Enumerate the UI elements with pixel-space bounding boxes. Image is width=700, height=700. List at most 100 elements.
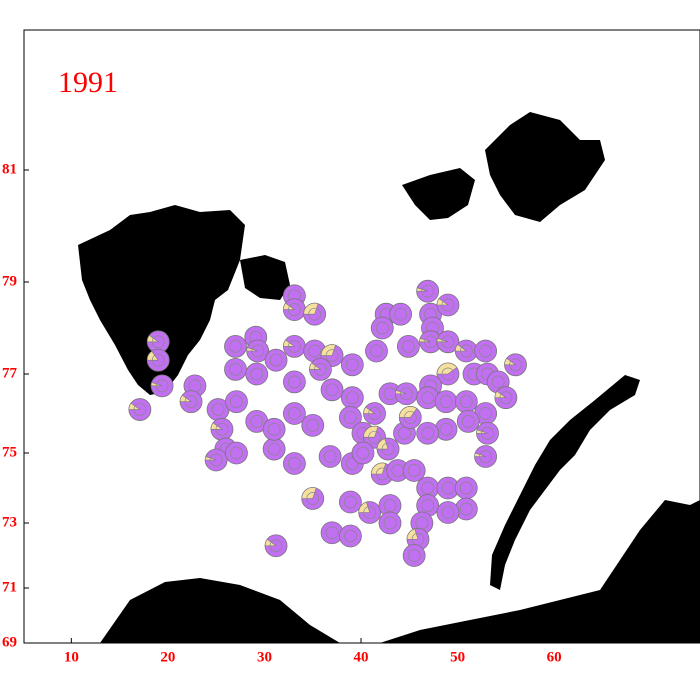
station-ring	[325, 526, 339, 540]
station	[282, 402, 306, 425]
station	[396, 334, 420, 358]
station-slice	[301, 487, 317, 499]
station	[454, 497, 478, 521]
station-slice	[283, 302, 296, 310]
x-tick-label: 30	[257, 649, 272, 665]
station-ring	[461, 415, 475, 428]
station	[494, 386, 518, 410]
station	[416, 279, 440, 303]
station-marker	[225, 441, 248, 465]
station-slice	[264, 538, 277, 547]
station-ring	[481, 426, 494, 440]
station-ring	[269, 353, 283, 367]
station	[454, 390, 478, 414]
station	[416, 421, 440, 445]
station-ring	[383, 499, 397, 512]
station-marker	[339, 490, 362, 514]
station	[389, 302, 413, 326]
station	[225, 390, 248, 414]
station-ring	[421, 499, 435, 512]
station	[474, 339, 498, 363]
station-marker	[340, 353, 364, 377]
station-marker	[474, 339, 498, 363]
mainland	[100, 578, 340, 643]
station-marker	[225, 390, 248, 414]
station-marker	[396, 334, 420, 358]
station-ring	[306, 419, 320, 432]
station	[476, 421, 499, 445]
y-tick-label: 81	[2, 161, 17, 177]
station	[376, 437, 400, 461]
station-ring	[421, 391, 435, 405]
novaya-zemlya	[490, 375, 640, 590]
station-ring	[394, 307, 407, 321]
station-slice	[363, 406, 376, 414]
station-ring	[133, 403, 147, 416]
station-marker	[378, 511, 402, 535]
station-ring	[325, 383, 339, 397]
station-ring	[441, 298, 455, 312]
station	[339, 406, 362, 429]
station	[378, 382, 402, 406]
station	[246, 339, 270, 363]
station-ring	[368, 407, 381, 420]
svalbard	[78, 205, 245, 395]
station-ring	[509, 358, 522, 372]
station	[225, 441, 248, 465]
station-slice	[303, 302, 319, 315]
station-ring	[314, 363, 327, 376]
station	[402, 544, 426, 567]
x-tick-label: 60	[547, 649, 562, 665]
station	[351, 441, 375, 465]
station-ring	[400, 387, 413, 401]
station	[320, 378, 344, 402]
station-ring	[407, 549, 421, 562]
station	[282, 298, 306, 322]
station-ring	[151, 335, 165, 349]
station	[436, 293, 460, 317]
station-marker	[301, 413, 325, 437]
station	[340, 353, 364, 377]
station-ring	[499, 391, 513, 405]
station-ring	[368, 430, 381, 444]
station-marker	[402, 459, 426, 482]
station	[365, 339, 388, 363]
station	[282, 452, 306, 475]
station-ring	[375, 321, 389, 335]
station-ring	[345, 391, 359, 405]
station-ring	[459, 344, 473, 358]
station-slice	[179, 394, 192, 402]
station	[128, 398, 152, 421]
station-marker	[262, 417, 286, 441]
station-marker	[318, 445, 342, 468]
station-ring	[288, 303, 301, 316]
station-slice	[454, 344, 468, 352]
station-ring	[344, 411, 357, 424]
x-tick-label: 50	[450, 649, 465, 665]
station	[301, 413, 325, 437]
station-ring	[344, 529, 357, 543]
station	[454, 339, 478, 363]
station	[436, 362, 460, 386]
franz-josef	[402, 168, 475, 220]
station	[282, 334, 306, 358]
station-ring	[403, 411, 417, 424]
station	[363, 402, 386, 425]
station-marker	[351, 441, 375, 465]
station-marker	[224, 334, 247, 358]
station-ring	[151, 353, 165, 367]
station-ring	[441, 367, 455, 381]
station	[224, 334, 247, 358]
station-ring	[356, 446, 370, 460]
station-ring	[479, 450, 492, 463]
station-marker	[282, 370, 306, 394]
station-ring	[441, 506, 455, 519]
station	[264, 534, 288, 558]
station-ring	[344, 495, 357, 509]
station-ring	[421, 481, 435, 495]
station	[434, 390, 458, 414]
svalbard-east	[240, 255, 290, 300]
station-ring	[230, 446, 243, 460]
y-tick-label: 77	[2, 365, 18, 381]
y-tick-label: 69	[2, 634, 17, 650]
